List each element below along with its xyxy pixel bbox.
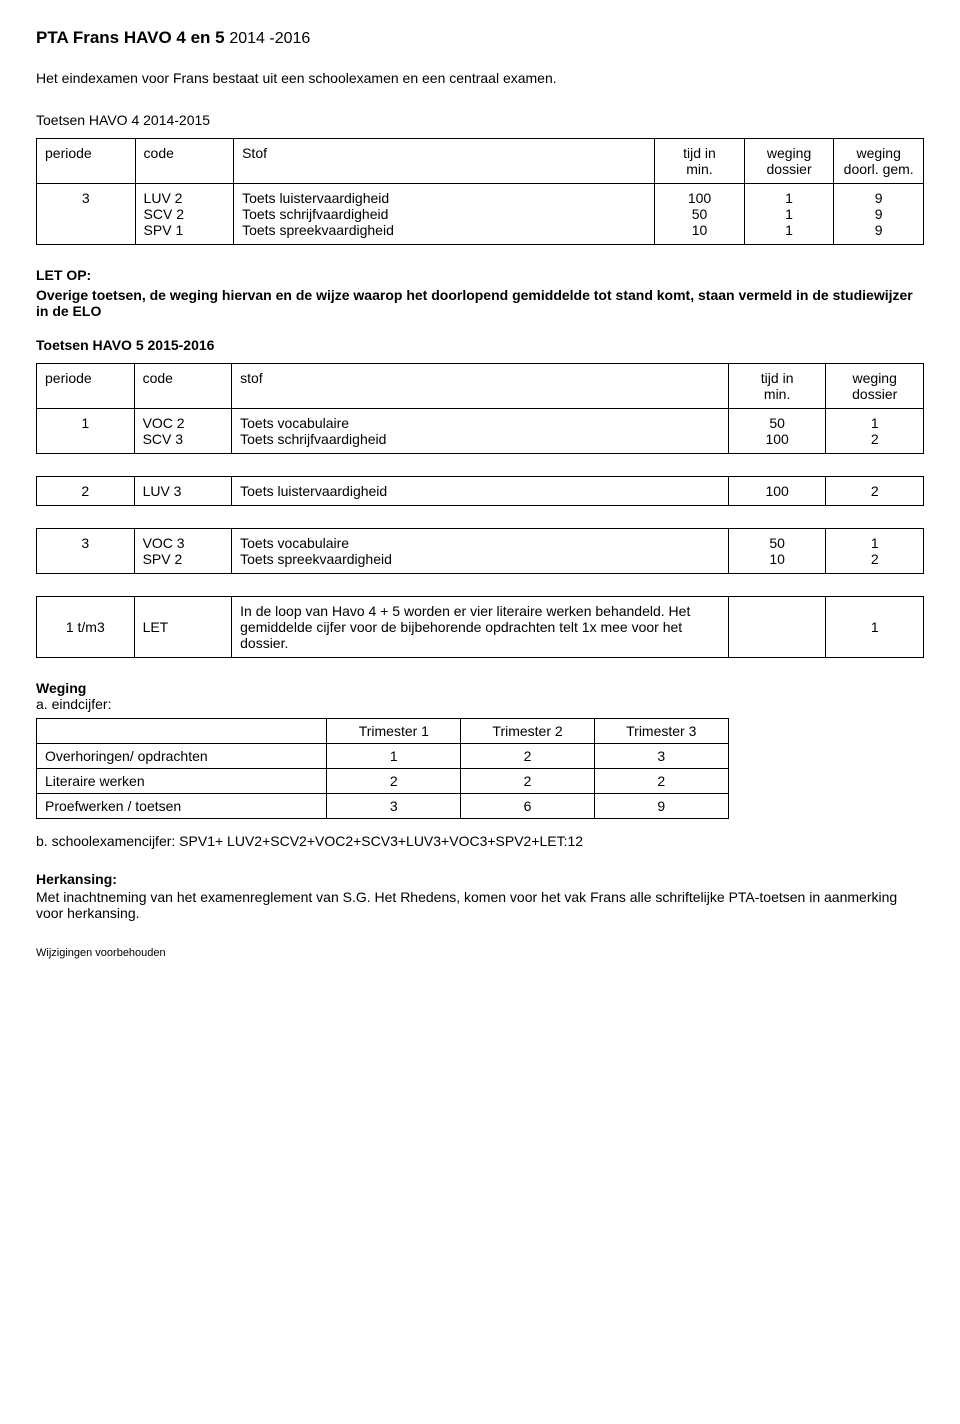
havo5-row2-table: 2 LUV 3 Toets luistervaardigheid 100 2 — [36, 476, 924, 506]
th-t2: Trimester 2 — [461, 719, 595, 744]
havo4-table: periode code Stof tijd in min. weging do… — [36, 138, 924, 245]
table-row: 3 LUV 2 SCV 2 SPV 1 Toets luistervaardig… — [37, 184, 924, 245]
cell-code: LUV 2 SCV 2 SPV 1 — [135, 184, 234, 245]
letop-block: LET OP: Overige toetsen, de weging hierv… — [36, 267, 924, 319]
footer-text: Wijzigingen voorbehouden — [36, 947, 924, 959]
weging-b: b. schoolexamencijfer: SPV1+ LUV2+SCV2+V… — [36, 833, 924, 849]
cell-periode: 3 — [37, 184, 136, 245]
table-row: 3 VOC 3 SPV 2 Toets vocabulaire Toets sp… — [37, 529, 924, 574]
cell: 3 — [594, 744, 728, 769]
cell-label: Overhoringen/ opdrachten — [37, 744, 327, 769]
letop-label: LET OP: — [36, 267, 924, 283]
cell-tijd: 50 10 — [728, 529, 826, 574]
cell-wd: 1 2 — [826, 529, 924, 574]
table-row: 1 VOC 2 SCV 3 Toets vocabulaire Toets sc… — [37, 409, 924, 454]
page-title: PTA Frans HAVO 4 en 5 2014 -2016 — [36, 28, 924, 48]
cell: 2 — [461, 769, 595, 794]
th-code: code — [135, 139, 234, 184]
letop-text: Overige toetsen, de weging hiervan en de… — [36, 287, 924, 319]
weging-block: Weging a. eindcijfer: — [36, 680, 924, 712]
cell: 6 — [461, 794, 595, 819]
cell-stof: Toets vocabulaire Toets spreekvaardighei… — [232, 529, 729, 574]
cell-tijd — [728, 597, 826, 658]
table-row: 2 LUV 3 Toets luistervaardigheid 100 2 — [37, 477, 924, 506]
cell-wg: 9 9 9 — [834, 184, 924, 245]
title-main: PTA Frans HAVO 4 en 5 — [36, 28, 225, 47]
th-wd: weging dossier — [826, 364, 924, 409]
th-weging-gem: weging doorl. gem. — [834, 139, 924, 184]
title-year: 2014 -2016 — [229, 30, 310, 47]
cell-periode: 3 — [37, 529, 135, 574]
cell-wd: 2 — [826, 477, 924, 506]
table-row: Literaire werken 2 2 2 — [37, 769, 729, 794]
havo5-row3-table: 3 VOC 3 SPV 2 Toets vocabulaire Toets sp… — [36, 528, 924, 574]
cell-stof: In de loop van Havo 4 + 5 worden er vier… — [232, 597, 729, 658]
table-row: 1 t/m3 LET In de loop van Havo 4 + 5 wor… — [37, 597, 924, 658]
herk-label: Herkansing: — [36, 871, 924, 887]
cell-periode: 1 — [37, 409, 135, 454]
cell: 2 — [594, 769, 728, 794]
weging-table: Trimester 1 Trimester 2 Trimester 3 Over… — [36, 718, 729, 819]
th-tijd: tijd in min. — [655, 139, 745, 184]
cell-wd: 1 2 — [826, 409, 924, 454]
havo4-label: Toetsen HAVO 4 2014-2015 — [36, 112, 924, 128]
th-tijd: tijd in min. — [728, 364, 826, 409]
cell-stof: Toets luistervaardigheid Toets schrijfva… — [234, 184, 655, 245]
havo5-row4-table: 1 t/m3 LET In de loop van Havo 4 + 5 wor… — [36, 596, 924, 658]
havo5-header-table: periode code stof tijd in min. weging do… — [36, 363, 924, 454]
cell-tijd: 100 — [728, 477, 826, 506]
cell-wd: 1 — [826, 597, 924, 658]
cell-label: Proefwerken / toetsen — [37, 794, 327, 819]
cell: 2 — [327, 769, 461, 794]
cell-code: VOC 3 SPV 2 — [134, 529, 232, 574]
th-weging-dossier: weging dossier — [744, 139, 834, 184]
table-row: Overhoringen/ opdrachten 1 2 3 — [37, 744, 729, 769]
cell: 1 — [327, 744, 461, 769]
th-periode: periode — [37, 364, 135, 409]
th-stof: Stof — [234, 139, 655, 184]
havo5-label: Toetsen HAVO 5 2015-2016 — [36, 337, 924, 353]
table-row: Proefwerken / toetsen 3 6 9 — [37, 794, 729, 819]
herk-text: Met inachtneming van het examenreglement… — [36, 889, 924, 921]
th-code: code — [134, 364, 232, 409]
weging-a: a. eindcijfer: — [36, 696, 924, 712]
cell-stof: Toets luistervaardigheid — [232, 477, 729, 506]
weging-label: Weging — [36, 680, 924, 696]
cell-periode: 2 — [37, 477, 135, 506]
cell: 9 — [594, 794, 728, 819]
cell-label: Literaire werken — [37, 769, 327, 794]
cell: 2 — [461, 744, 595, 769]
th-periode: periode — [37, 139, 136, 184]
cell-wd: 1 1 1 — [744, 184, 834, 245]
th-stof: stof — [232, 364, 729, 409]
th-empty — [37, 719, 327, 744]
cell-tijd: 50 100 — [728, 409, 826, 454]
intro-text: Het eindexamen voor Frans bestaat uit ee… — [36, 70, 924, 86]
cell-code: VOC 2 SCV 3 — [134, 409, 232, 454]
th-t1: Trimester 1 — [327, 719, 461, 744]
th-t3: Trimester 3 — [594, 719, 728, 744]
cell-stof: Toets vocabulaire Toets schrijfvaardighe… — [232, 409, 729, 454]
cell-code: LET — [134, 597, 232, 658]
cell: 3 — [327, 794, 461, 819]
cell-code: LUV 3 — [134, 477, 232, 506]
cell-periode: 1 t/m3 — [37, 597, 135, 658]
cell-tijd: 100 50 10 — [655, 184, 745, 245]
